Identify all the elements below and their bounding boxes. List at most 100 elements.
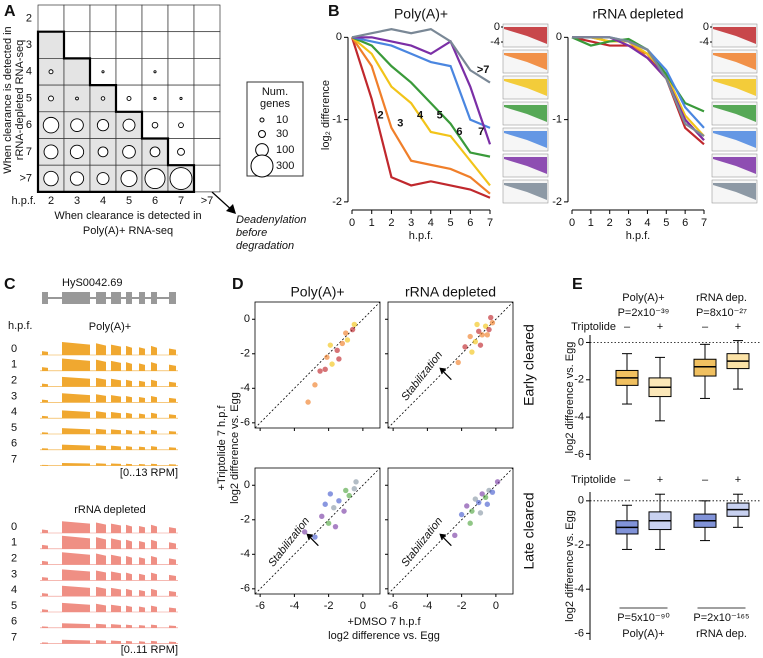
point bbox=[476, 499, 482, 506]
row-title: Late cleared bbox=[521, 492, 537, 569]
point bbox=[477, 510, 484, 516]
treatment: + bbox=[735, 321, 741, 333]
gene-count-circle bbox=[75, 96, 79, 101]
x-tick-label: 0 bbox=[569, 217, 575, 229]
coverage-track bbox=[42, 358, 176, 371]
point bbox=[351, 486, 358, 492]
point bbox=[305, 399, 311, 405]
grid-cell bbox=[37, 164, 65, 193]
point bbox=[343, 487, 349, 494]
point bbox=[472, 496, 479, 502]
y-tick-label: -1 bbox=[552, 114, 562, 126]
coverage-track bbox=[42, 552, 176, 565]
coverage-track bbox=[42, 376, 176, 387]
series-line bbox=[351, 36, 491, 187]
arrow-head bbox=[439, 367, 447, 374]
x-axis-label: +DMSO 7 h.p.f bbox=[347, 616, 421, 628]
gene-count-circle bbox=[126, 95, 132, 101]
point bbox=[331, 504, 337, 511]
grid-cell bbox=[37, 4, 65, 33]
grid-cell bbox=[193, 138, 221, 166]
row-label: 7 bbox=[26, 146, 32, 158]
legend-circle bbox=[258, 130, 266, 138]
series-label: >7 bbox=[477, 64, 490, 76]
point bbox=[482, 323, 489, 329]
point bbox=[484, 332, 491, 338]
point bbox=[479, 332, 485, 338]
y-tick-label: -4 bbox=[240, 548, 250, 560]
coverage-track bbox=[42, 639, 176, 644]
gene-count-circle bbox=[120, 170, 138, 188]
identity-line bbox=[387, 301, 514, 429]
p-value: P=8x10⁻²⁷ bbox=[696, 307, 747, 319]
gene-count-circle bbox=[178, 122, 184, 129]
group-label: Poly(A)+ bbox=[622, 628, 665, 640]
p-value: P=2x10⁻¹⁶⁵ bbox=[693, 612, 749, 624]
arrow-head bbox=[306, 533, 314, 540]
point bbox=[339, 340, 346, 347]
chart-title: Poly(A)+ bbox=[394, 6, 448, 22]
row-label: 6 bbox=[26, 119, 32, 131]
x-tick-label: 5 bbox=[448, 217, 454, 229]
y-tick-label: 0 bbox=[336, 31, 342, 43]
grid-cell bbox=[63, 58, 91, 86]
arrow-head bbox=[439, 533, 447, 540]
row-label: 2 bbox=[11, 553, 17, 565]
legend-label: 100 bbox=[276, 144, 294, 156]
inset-trace bbox=[504, 79, 547, 96]
row-title: Early cleared bbox=[521, 324, 537, 406]
gene-count-circle bbox=[70, 118, 84, 132]
column-title: rRNA depleted bbox=[405, 284, 496, 300]
y-axis-label: log₂ difference bbox=[320, 80, 332, 150]
panel-letter: A bbox=[4, 3, 16, 20]
col-label: 4 bbox=[100, 195, 106, 207]
track-range: [0..11 RPM] bbox=[121, 644, 178, 656]
grid-cell bbox=[193, 84, 221, 113]
inset-trace bbox=[504, 53, 547, 70]
grid-cell bbox=[115, 4, 143, 33]
point bbox=[489, 320, 496, 326]
inset-trace bbox=[713, 79, 756, 96]
x-axis-label: h.p.f. bbox=[626, 230, 650, 242]
x-tick-label: 1 bbox=[369, 217, 375, 229]
point bbox=[452, 532, 458, 539]
inset-trace bbox=[504, 105, 547, 122]
x-axis-label: h.p.f. bbox=[409, 230, 433, 242]
point bbox=[476, 328, 482, 335]
col-label: 2 bbox=[48, 195, 54, 207]
point bbox=[351, 321, 358, 328]
x-tick-label: -6 bbox=[388, 600, 398, 612]
point bbox=[319, 513, 325, 520]
x-tick-label: 6 bbox=[682, 217, 688, 229]
legend-circle bbox=[250, 154, 274, 178]
identity-line bbox=[254, 301, 381, 429]
point bbox=[482, 494, 489, 501]
gene-model-exon bbox=[62, 292, 90, 304]
point bbox=[494, 479, 501, 485]
gene-model-exon bbox=[169, 292, 176, 304]
panel-letter: D bbox=[232, 276, 244, 293]
point bbox=[346, 492, 352, 499]
y-tick-label: -6 bbox=[240, 583, 250, 595]
x-tick-label: -6 bbox=[255, 600, 265, 612]
x-tick-label: 3 bbox=[408, 217, 414, 229]
coverage-track bbox=[42, 428, 176, 434]
panel-letter: E bbox=[572, 276, 583, 293]
row-label: 4 bbox=[26, 66, 32, 78]
coverage-track bbox=[42, 623, 176, 628]
x-tick-label: -2 bbox=[457, 600, 467, 612]
point bbox=[462, 344, 468, 350]
series-line bbox=[571, 36, 705, 146]
coverage-track bbox=[42, 463, 176, 466]
point bbox=[479, 491, 485, 497]
point bbox=[329, 361, 335, 367]
point bbox=[464, 503, 470, 509]
gene-count-circle bbox=[48, 69, 54, 75]
point bbox=[301, 529, 308, 535]
point bbox=[344, 337, 351, 343]
identity-line bbox=[254, 467, 381, 595]
coverage-track bbox=[42, 444, 176, 450]
grid-cell bbox=[141, 111, 169, 139]
gene-count-circle bbox=[96, 119, 110, 132]
